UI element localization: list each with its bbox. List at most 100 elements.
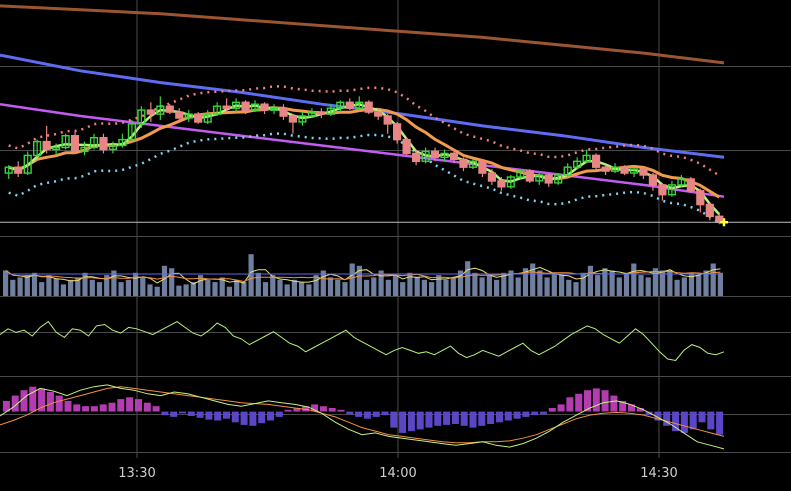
macd-histogram-bar [267, 411, 274, 421]
macd-histogram-bar [161, 411, 169, 416]
volume-bar [652, 268, 658, 296]
macd-histogram-bar [434, 411, 442, 426]
macd-histogram-bar [20, 390, 28, 412]
volume-bar [443, 279, 449, 296]
macd-histogram-bar [240, 411, 248, 425]
candle-body [279, 107, 288, 117]
candle-body [610, 166, 620, 172]
volume-bar [335, 279, 341, 296]
candle-body [506, 176, 515, 188]
candle-body [421, 150, 430, 162]
macd-histogram-bar [170, 411, 178, 417]
candle-body [620, 166, 629, 174]
candle-body [364, 101, 373, 113]
volume-bar [645, 277, 651, 296]
candle-body [658, 184, 667, 196]
macd-histogram-bar [355, 411, 363, 417]
macd-histogram-bar [205, 411, 213, 420]
macd-histogram-bar [619, 400, 627, 412]
volume-bar [587, 265, 593, 296]
volume-bar [429, 282, 435, 296]
x-tick-label: 13:30 [118, 466, 155, 481]
volume-bar [421, 279, 427, 296]
volume-bar [75, 277, 81, 296]
macd-histogram-bar [443, 411, 451, 425]
volume-bar [595, 275, 601, 296]
macd-histogram-bar [716, 411, 724, 435]
volume-bar [450, 277, 456, 296]
candle-body [592, 154, 601, 168]
candle-body [355, 101, 364, 109]
candle-body [127, 123, 137, 141]
candle-body [648, 174, 658, 186]
candle-body [317, 111, 326, 115]
oscillator-panel [0, 320, 725, 362]
candle-body [288, 115, 298, 123]
volume-bar [306, 284, 312, 296]
macd-histogram-bar [407, 411, 415, 432]
macd-histogram-bar [628, 404, 635, 412]
macd-histogram-bar [328, 408, 336, 412]
price-panel [0, 4, 791, 227]
volume-bar [609, 270, 615, 296]
volume-bar [299, 282, 305, 296]
candle-body [468, 160, 478, 168]
candle-body [430, 150, 440, 158]
macd-histogram-bar [223, 411, 230, 419]
macd-histogram-bar [548, 408, 556, 412]
candle-body [516, 170, 525, 178]
candle-body [554, 174, 563, 184]
candle-body [696, 190, 705, 206]
candle-body [525, 170, 534, 182]
macd-histogram-bar [513, 411, 521, 419]
volume-bar [508, 270, 514, 296]
volume-bar [623, 272, 630, 296]
macd-histogram-bar [478, 411, 486, 426]
volume-bar [400, 282, 406, 296]
volume-bar [573, 282, 579, 296]
macd-histogram-bar [707, 411, 715, 430]
macd-histogram-bar [258, 411, 266, 424]
candle-body [459, 158, 468, 168]
macd-histogram-bar [73, 404, 81, 412]
volume-bar [566, 279, 572, 296]
candle-body [250, 103, 260, 111]
volume-bar [241, 282, 247, 296]
macd-histogram-bar [557, 404, 565, 412]
candle-body [165, 105, 174, 113]
macd-histogram-bar [363, 411, 371, 419]
volume-bar [133, 272, 139, 296]
volume-bar [407, 272, 413, 296]
volume-bar [277, 279, 283, 296]
volume-bar [82, 272, 88, 296]
macd-histogram-bar [451, 411, 459, 424]
volume-bar [580, 272, 586, 296]
volume-bar [234, 279, 240, 296]
macd-histogram-bar [55, 395, 63, 412]
macd-histogram-bar [610, 395, 618, 412]
macd-histogram-bar [663, 411, 671, 426]
candle-body [478, 160, 487, 174]
time-axis: 13:30 14:00 14:30 [118, 466, 677, 481]
volume-bar [515, 277, 521, 296]
macd-histogram-bar [231, 411, 239, 423]
volume-bar [472, 272, 478, 296]
volume-bar [688, 272, 695, 296]
volume-bar [219, 277, 225, 296]
candle-body [336, 101, 345, 109]
volume-bar [291, 279, 297, 296]
volume-bar [205, 279, 211, 296]
candle-body [563, 166, 572, 176]
macd-histogram-bar [126, 397, 134, 412]
volume-bar [320, 270, 326, 296]
candle-body [80, 146, 89, 153]
candle-body [601, 166, 610, 172]
macd-histogram-bar [654, 411, 662, 421]
macd-histogram-bar [645, 411, 653, 416]
volume-bar [248, 254, 254, 296]
volume-bar [46, 275, 52, 296]
volume-bar [140, 277, 146, 296]
candle-body [307, 111, 317, 117]
volume-bar [378, 270, 384, 296]
macd-histogram-bar [196, 411, 204, 418]
